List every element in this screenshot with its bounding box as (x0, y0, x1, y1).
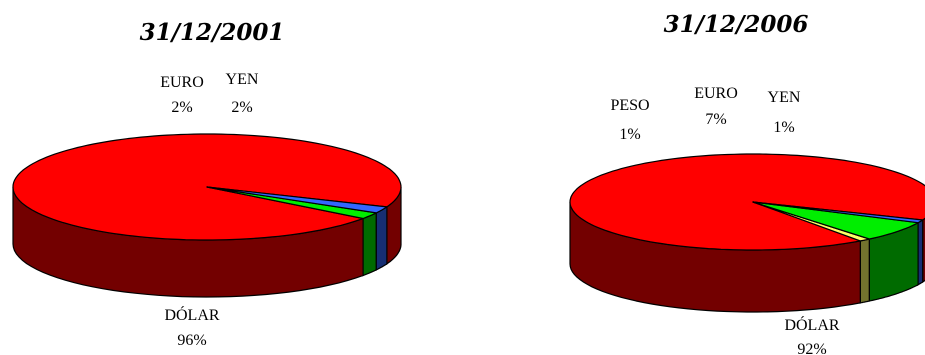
slice-value-yen-2006: 1% (773, 119, 794, 136)
chart-title-2006: 31/12/2006 (664, 11, 809, 38)
slice-value-euro-2001: 2% (171, 99, 192, 116)
slice-label-yen-2006: YEN (768, 89, 801, 106)
pie-chart-2006: 31/12/2006 PESO 1% EURO 7% YEN 1% DÓLAR … (569, 11, 925, 355)
pie-slice-yen (206, 186, 388, 214)
pie-side-yen (917, 218, 924, 287)
slice-label-dolar-2006: DÓLAR (784, 315, 839, 334)
slice-value-peso-2006: 1% (619, 126, 640, 143)
slice-label-peso-2006: PESO (610, 97, 649, 114)
slice-label-dolar-2001: DÓLAR (164, 305, 219, 324)
slice-value-dolar-2006: 92% (797, 341, 826, 355)
slice-label-euro-2001: EURO (160, 74, 204, 91)
pie-slice-dólar (569, 153, 925, 251)
pie-side-peso (859, 238, 870, 304)
slice-label-yen-2001: YEN (226, 71, 259, 88)
pie-side-euro (362, 212, 377, 277)
pie-chart-2001: 31/12/2001 EURO 2% YEN 2% DÓLAR 96% (12, 19, 402, 349)
chart-title-2001: 31/12/2001 (140, 19, 285, 46)
pie-slice-euro (752, 201, 919, 240)
pie-side-yen (375, 206, 388, 272)
slice-label-euro-2006: EURO (694, 85, 738, 102)
pie-slice-yen (752, 201, 924, 224)
slice-value-euro-2006: 7% (705, 111, 726, 128)
slice-value-yen-2001: 2% (231, 99, 252, 116)
slice-value-dolar-2001: 96% (177, 332, 206, 349)
